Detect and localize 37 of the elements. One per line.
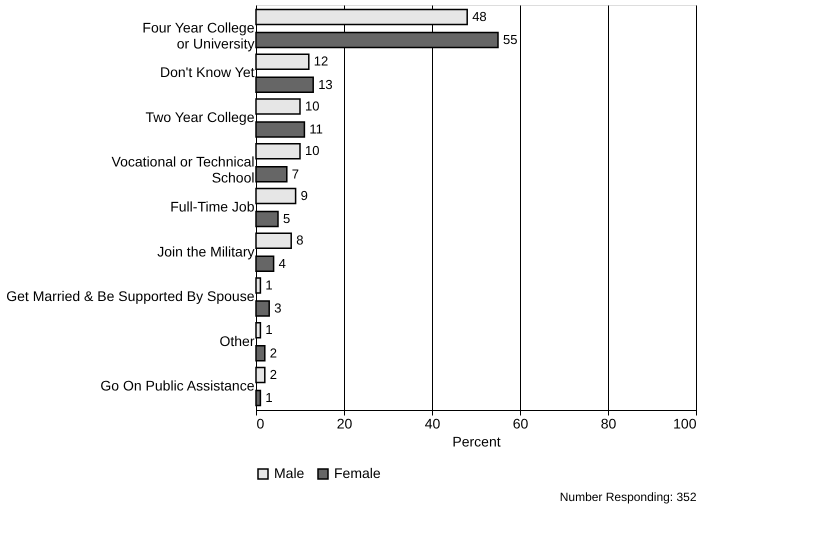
legend-label: Female — [334, 465, 381, 481]
x-tick-label: 0 — [256, 416, 264, 432]
y-tick-label: Other — [219, 332, 255, 349]
data-label: 10 — [305, 143, 320, 158]
x-tick-label: 100 — [673, 416, 697, 432]
data-label: 5 — [283, 211, 290, 226]
data-label: 4 — [278, 256, 286, 271]
y-tick-label: Join the Military — [157, 243, 254, 260]
data-label: 1 — [265, 322, 273, 338]
legend-label: Male — [274, 465, 305, 481]
data-label: 7 — [292, 166, 300, 182]
y-tick-label: Vocational or Technical School — [112, 154, 254, 186]
data-label: 1 — [265, 390, 273, 406]
data-label: 13 — [318, 76, 333, 92]
data-label: 9 — [300, 188, 308, 203]
text: Number Responding: 352 — [560, 490, 697, 504]
data-label: 1 — [265, 277, 273, 292]
data-label: 55 — [503, 32, 518, 48]
y-tick-label: Don't Know Yet — [160, 64, 255, 80]
y-tick-label: Four Year College or University — [142, 19, 255, 52]
x-tick-label: 20 — [336, 416, 352, 432]
x-tick-label: 80 — [600, 416, 616, 432]
data-label: 3 — [274, 300, 282, 316]
data-label: 2 — [270, 345, 278, 360]
x-tick-label: 60 — [512, 416, 528, 432]
x-tick-label: 40 — [424, 416, 440, 432]
y-tick-label: Go On Public Assistance — [100, 378, 255, 394]
data-label: 11 — [309, 122, 323, 137]
data-label: 48 — [472, 8, 487, 24]
data-label: 12 — [314, 54, 328, 69]
y-tick-label: Two Year College — [146, 108, 255, 125]
data-label: 8 — [296, 232, 304, 248]
data-label: 2 — [270, 366, 278, 382]
data-label: 10 — [305, 98, 320, 114]
x-axis-title: Percent — [452, 434, 501, 450]
y-tick-label: Full-Time Job — [170, 198, 255, 214]
y-tick-label: Get Married & Be Supported By Spouse — [6, 288, 255, 304]
